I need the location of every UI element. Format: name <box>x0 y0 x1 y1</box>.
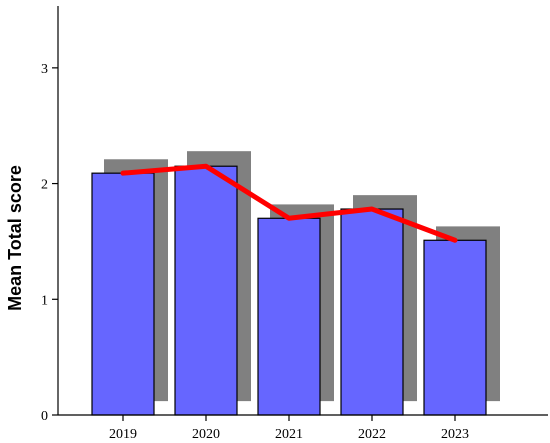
x-tick-label-2023: 2023 <box>441 427 469 442</box>
x-tick-label-2022: 2022 <box>358 427 386 442</box>
bar-2019 <box>91 172 155 416</box>
x-tick-label-2020: 2020 <box>192 427 220 442</box>
y-tick-label-2: 2 <box>41 178 48 193</box>
y-axis-title: Mean Total score <box>5 165 25 311</box>
bar-2021 <box>257 217 321 416</box>
plot-area: 0 1 2 3 2019 2020 2021 2022 2023 <box>41 6 548 442</box>
bar-2023 <box>423 239 487 416</box>
y-tick-label-3: 3 <box>41 62 48 77</box>
trend-point-2022 <box>370 207 374 211</box>
trend-point-2023 <box>453 238 457 242</box>
trend-point-2020 <box>204 164 208 168</box>
y-tick-label-0: 0 <box>41 409 48 424</box>
bar-2020 <box>174 165 238 416</box>
x-tick-label-2021: 2021 <box>275 427 303 442</box>
x-tick-label-2019: 2019 <box>109 427 137 442</box>
trend-point-2019 <box>121 171 125 175</box>
trend-point-2021 <box>287 216 291 220</box>
y-tick-label-1: 1 <box>41 293 48 308</box>
bar-2022 <box>340 208 404 416</box>
